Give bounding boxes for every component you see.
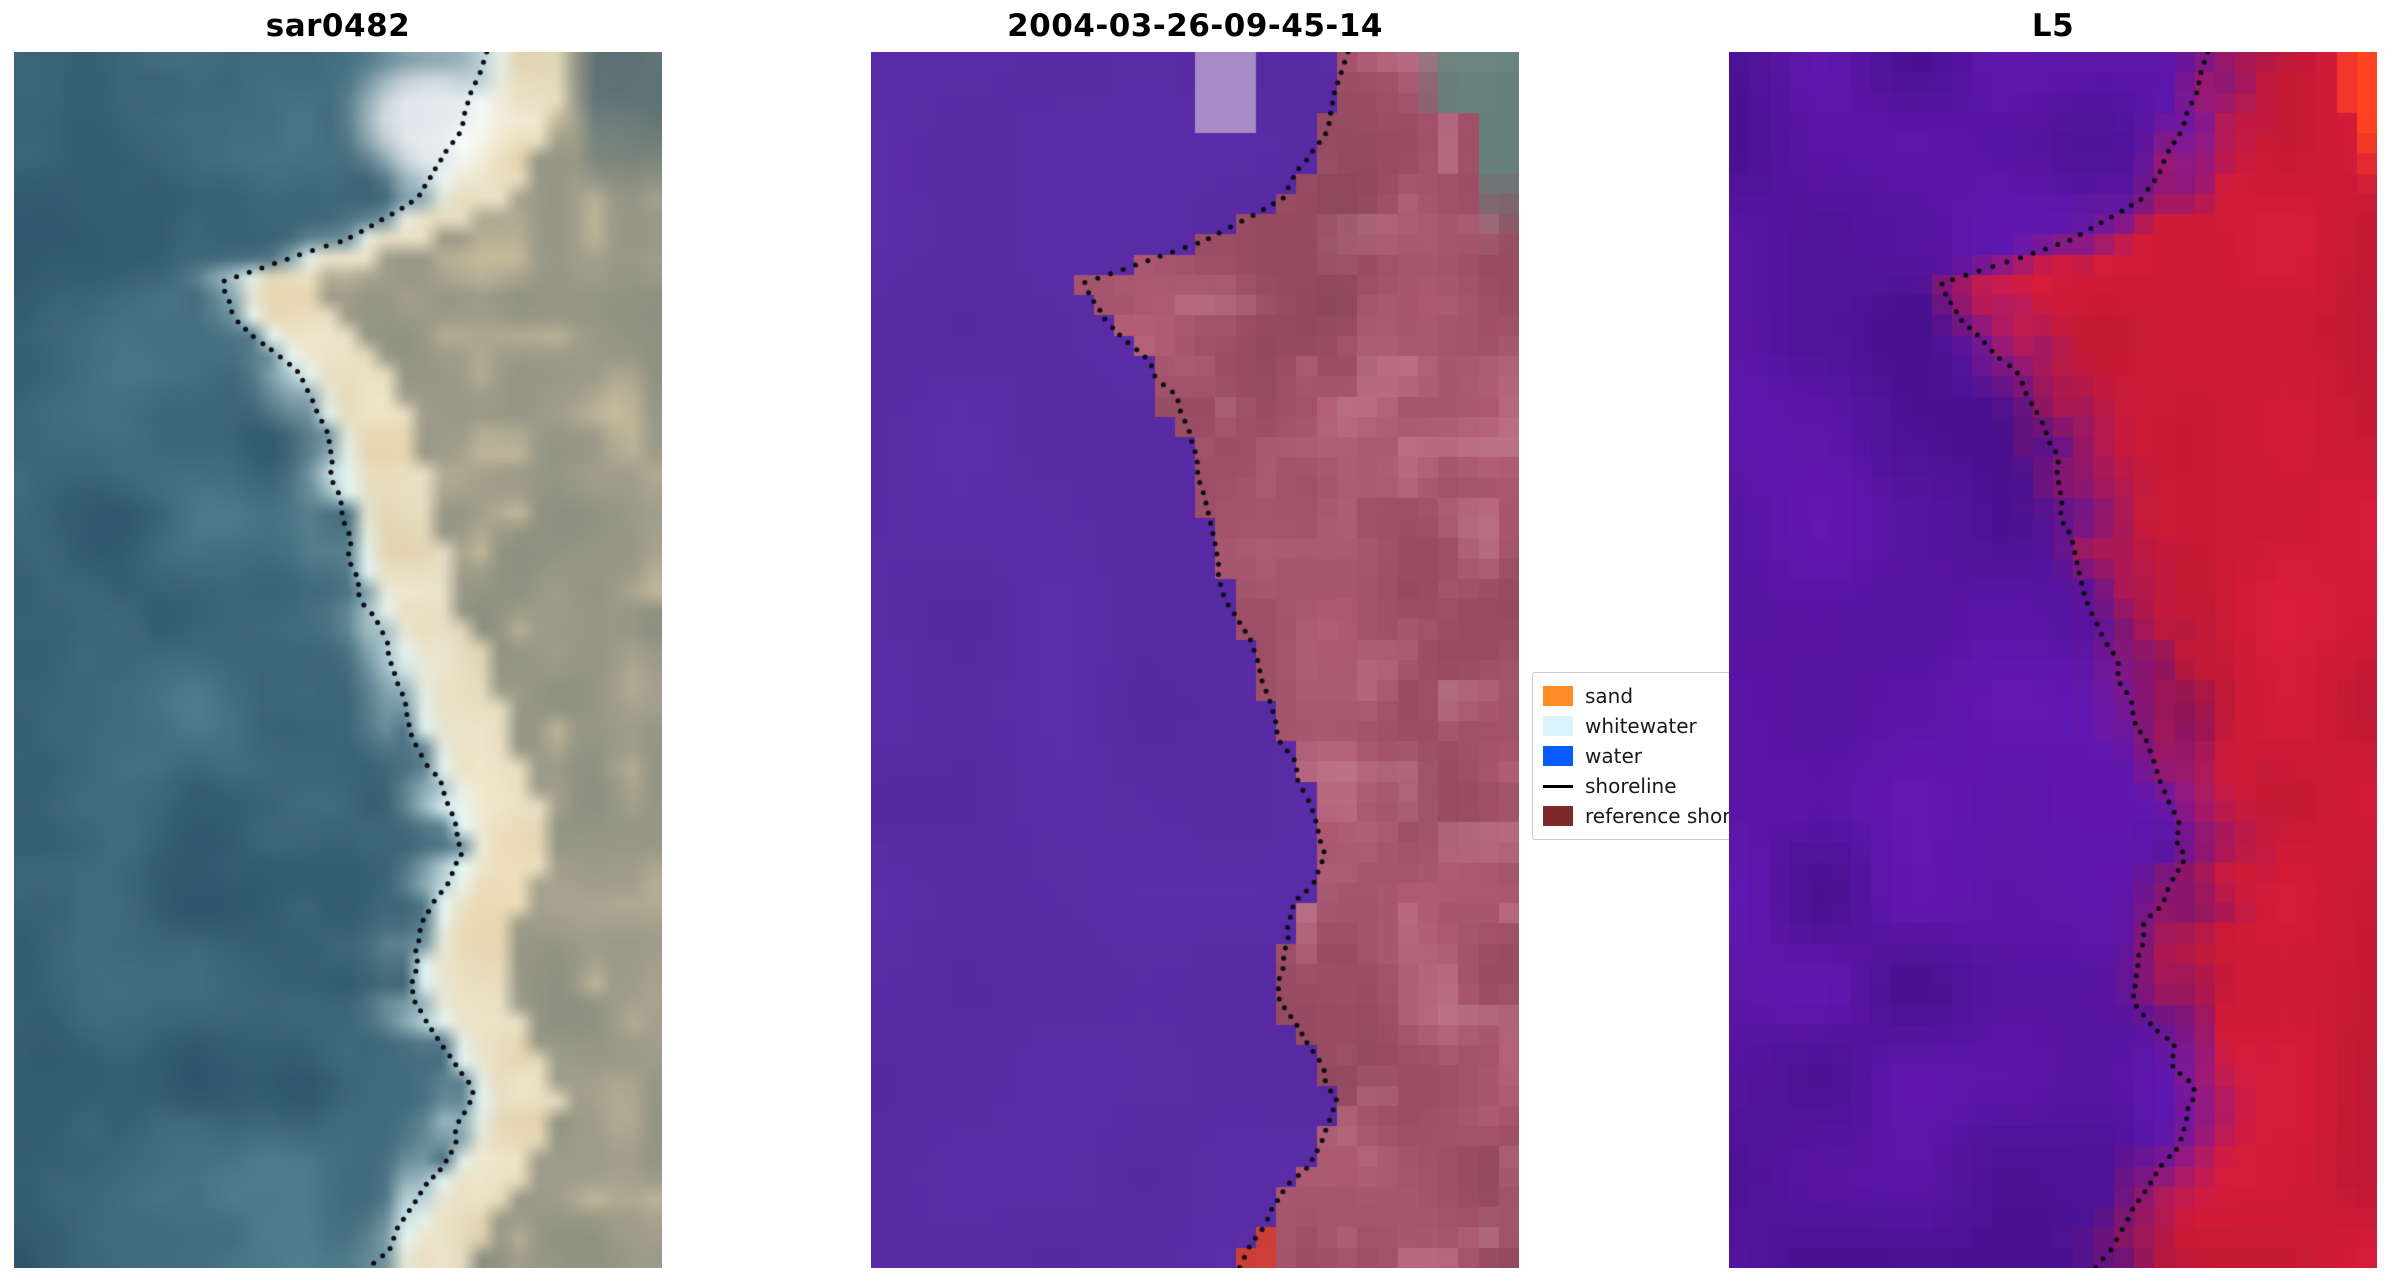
legend-label: shoreline	[1585, 774, 1677, 798]
sand-swatch-icon	[1543, 686, 1573, 706]
panel-classified: 2004-03-26-09-45-14	[871, 0, 1519, 1283]
panel-title: 2004-03-26-09-45-14	[1007, 8, 1383, 44]
whitewater-swatch-icon	[1543, 716, 1573, 736]
reference-shoreline-swatch-icon	[1543, 806, 1573, 826]
shoreline-line-icon	[1543, 784, 1573, 788]
legend-label: whitewater	[1585, 714, 1697, 738]
water-swatch-icon	[1543, 746, 1573, 766]
legend-label: sand	[1585, 684, 1634, 708]
classification-image-canvas	[871, 52, 1519, 1268]
panel-title: sar0482	[265, 8, 411, 44]
legend-item-water: water	[1543, 741, 1853, 771]
legend-label: water	[1585, 744, 1642, 768]
legend-item-whitewater: whitewater	[1543, 711, 1853, 741]
panel-l5: L5	[1729, 0, 2377, 1283]
panel-title: L5	[2031, 8, 2075, 44]
legend-item-sand: sand	[1543, 681, 1853, 711]
l5-image-canvas	[1729, 52, 2377, 1268]
panel-sar: sar0482	[14, 0, 662, 1283]
legend-item-shoreline: shoreline	[1543, 771, 1853, 801]
sar-image-canvas	[14, 52, 662, 1268]
